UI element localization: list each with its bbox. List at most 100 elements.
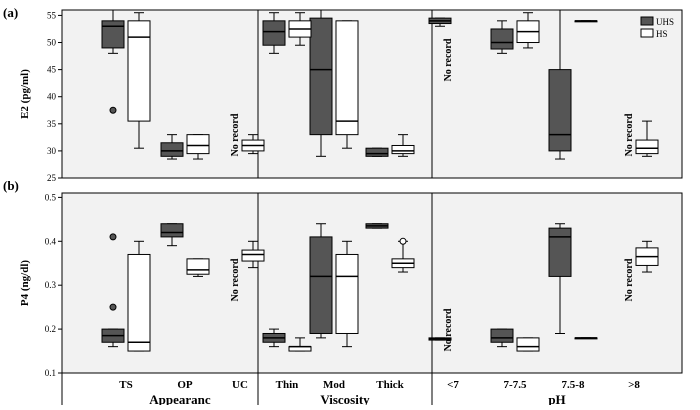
box-body: [309, 17, 333, 136]
box-b-UHS-Thin: [262, 328, 286, 348]
box-body: [516, 337, 540, 352]
y-tick-label-a: 35: [47, 119, 57, 129]
box-b-UHS-7-7.5: [490, 328, 514, 348]
y-axis-label-b: P4 (ng/dl): [19, 260, 31, 306]
y-tick-label-b: 0.1: [45, 368, 56, 378]
y-tick-label-a: 55: [47, 10, 57, 20]
box-a-HS-OP: [186, 134, 210, 160]
box-body: [391, 144, 415, 155]
legend-label-HS: HS: [656, 29, 668, 39]
box-b-HS-7.5-8: [574, 337, 598, 340]
x-group-title: Viscosity: [320, 392, 370, 405]
x-tick-label: UC: [232, 379, 248, 391]
no-record-label-b: No record: [230, 258, 241, 301]
box-b-HS-Mod: [335, 240, 359, 348]
x-tick-label: >8: [628, 379, 640, 391]
x-tick-label: 7.5-8: [562, 379, 585, 391]
outlier-point: [109, 303, 117, 311]
box-a-HS-Thick: [391, 134, 415, 157]
box-a-UHS-Thin: [262, 12, 286, 54]
box-a-UHS-OP: [160, 134, 184, 160]
plot-area-b: [61, 192, 683, 374]
panel-b-label: (b): [3, 178, 19, 193]
box-b-UHS-TS: [101, 233, 125, 348]
box-b-UHS-Thick: [365, 223, 389, 229]
legend-swatch-HS: [640, 28, 654, 38]
no-record-label-a: No record: [443, 38, 454, 81]
box-body: [241, 249, 265, 262]
x-tick-label: 7-7.5: [504, 379, 527, 391]
box-b-HS-Thin: [288, 337, 312, 352]
box-body: [335, 253, 359, 334]
x-tick-label: Mod: [323, 379, 345, 391]
box-a-HS->8: [635, 120, 659, 157]
box-body: [309, 236, 333, 334]
y-tick-label-a: 50: [47, 38, 57, 48]
x-group-title: pH: [548, 392, 565, 405]
box-body: [186, 134, 210, 155]
no-record-label-b: No record: [443, 308, 454, 351]
box-body: [127, 20, 151, 122]
box-b-UHS-<7: [428, 337, 452, 341]
x-tick-label: OP: [177, 379, 193, 391]
box-b-UHS-OP: [160, 223, 184, 247]
box-body: [186, 258, 210, 275]
y-axis-label-a: E2 (pg/ml): [19, 69, 31, 119]
box-body: [262, 20, 286, 46]
outlier-point: [109, 106, 117, 114]
box-a-HS-TS: [127, 12, 151, 149]
box-b-HS-7-7.5: [516, 337, 540, 352]
y-tick-label-a: 30: [47, 146, 57, 156]
box-body: [548, 227, 572, 277]
box-b-HS->8: [635, 240, 659, 273]
legend-swatch-UHS: [640, 16, 654, 26]
y-tick-label-b: 0.5: [45, 192, 57, 202]
box-a-UHS-7.5-8: [548, 9, 572, 160]
box-a-HS-Mod: [335, 20, 359, 149]
box-body: [365, 147, 389, 157]
outlier-point: [399, 237, 407, 245]
box-a-UHS-TS: [101, 9, 125, 114]
box-body: [101, 20, 125, 49]
box-body: [548, 69, 572, 152]
x-tick-label: <7: [447, 379, 459, 391]
panel-a-label: (a): [3, 5, 19, 20]
box-a-UHS-<7: [428, 17, 452, 27]
box-b-UHS-7.5-8: [548, 223, 572, 334]
box-body: [490, 28, 514, 50]
no-record-label-b: No record: [624, 258, 635, 301]
box-body: [160, 223, 184, 238]
box-b-HS-TS: [127, 240, 151, 352]
box-a-UHS-Mod: [309, 9, 333, 157]
y-tick-label-a: 45: [47, 65, 57, 75]
no-record-label-a: No record: [230, 113, 241, 156]
box-b-UHS-Mod: [309, 223, 333, 339]
y-tick-label-b: 0.4: [45, 236, 57, 246]
box-body: [335, 20, 359, 136]
box-body: [127, 253, 151, 352]
no-record-label-a: No record: [624, 113, 635, 156]
x-tick-label: Thick: [376, 379, 404, 391]
x-tick-label: Thin: [276, 379, 299, 391]
box-body: [160, 142, 184, 157]
y-tick-label-b: 0.3: [45, 280, 57, 290]
box-b-HS-Thick: [391, 237, 415, 273]
box-a-HS-Thin: [288, 12, 312, 46]
box-b-HS-OP: [186, 258, 210, 277]
box-b-HS-UC: [241, 240, 265, 269]
box-body: [635, 139, 659, 155]
y-tick-label-a: 25: [47, 173, 57, 183]
box-a-UHS-7-7.5: [490, 20, 514, 54]
box-a-HS-7-7.5: [516, 12, 540, 49]
outlier-point: [109, 233, 117, 241]
box-body: [490, 328, 514, 343]
box-a-HS-UC: [241, 134, 265, 155]
box-a-HS-7.5-8: [574, 20, 598, 23]
box-a-UHS-Thick: [365, 147, 389, 157]
y-tick-label-b: 0.2: [45, 324, 56, 334]
x-tick-label: TS: [119, 379, 132, 391]
y-tick-label-a: 40: [47, 92, 57, 102]
legend-label-UHS: UHS: [656, 17, 674, 27]
